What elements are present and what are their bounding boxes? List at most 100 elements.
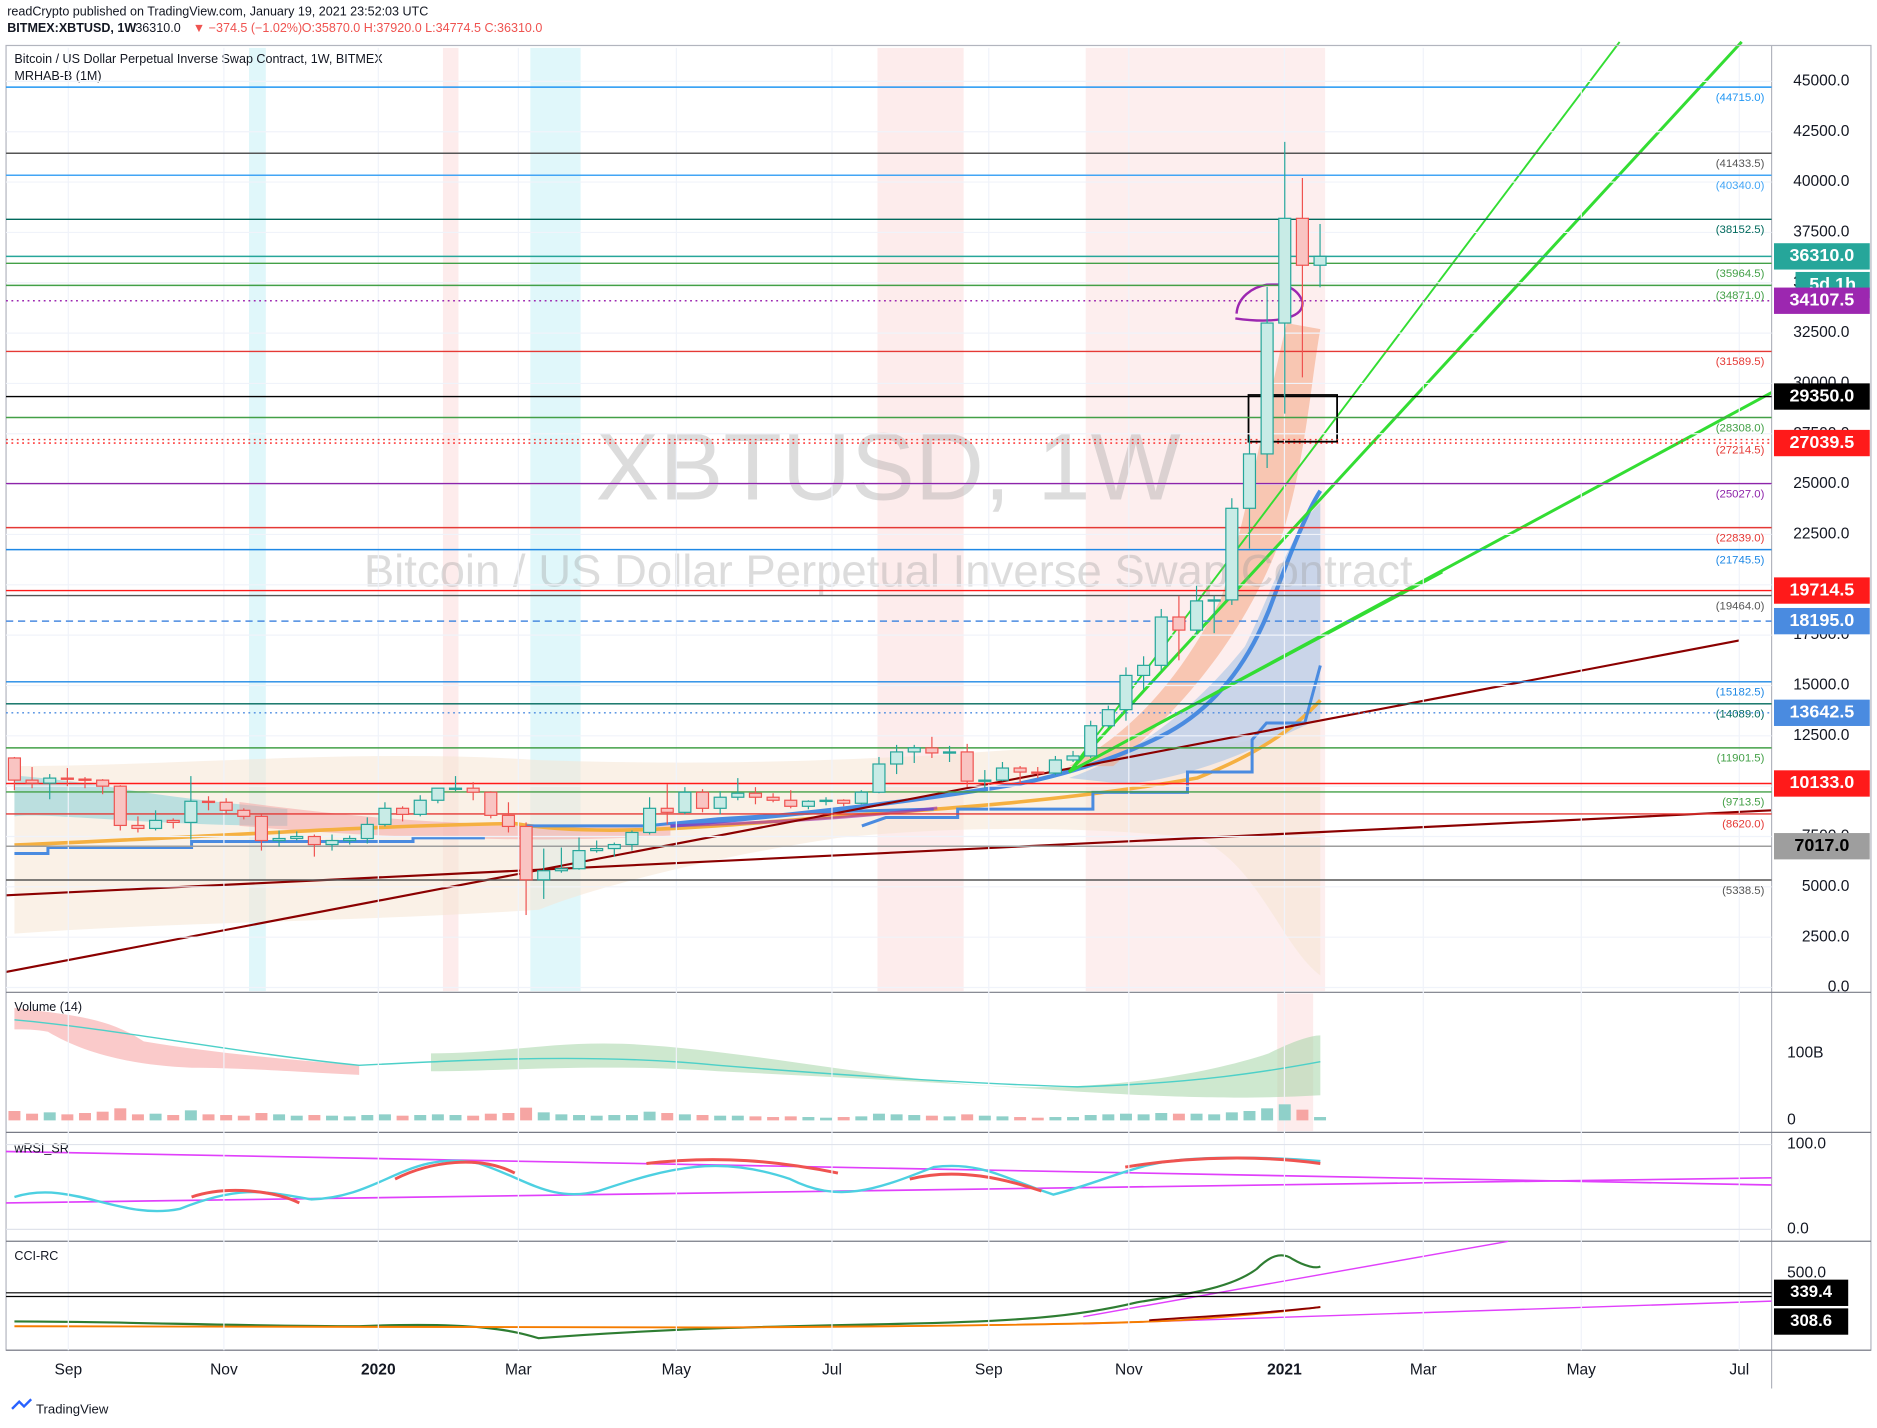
rsi-trend	[6, 1176, 1772, 1204]
price-badge-label: 19714.5	[1789, 579, 1854, 599]
volume-bar	[361, 1115, 374, 1121]
volume-bar	[449, 1115, 462, 1121]
candle-body	[995, 767, 1010, 781]
candle-body	[713, 796, 727, 809]
price-badge	[1773, 607, 1870, 635]
volume-bar	[855, 1116, 868, 1121]
change: ▼ −374.5 (−1.02%)	[193, 21, 302, 35]
candle-body	[1031, 771, 1045, 774]
candle-body	[537, 870, 551, 881]
watermark: XBTUSD, 1W Bitcoin / US Dollar Perpetual…	[364, 413, 1413, 596]
price-badge	[1773, 243, 1870, 270]
volume-bar	[678, 1114, 691, 1121]
watermark-description: Bitcoin / US Dollar Perpetual Inverse Sw…	[364, 546, 1413, 597]
candle-body	[343, 837, 357, 842]
volume-bar	[978, 1115, 991, 1121]
x-tick-label: Sep	[54, 1362, 82, 1379]
level-label: (19464.0)	[1716, 600, 1765, 612]
y-tick-label: 15000.0	[1793, 677, 1850, 694]
candle-body	[78, 778, 92, 781]
candle-body	[554, 868, 568, 872]
level-label: (28308.0)	[1716, 422, 1765, 434]
volume-bar	[1208, 1114, 1221, 1121]
candle-body	[907, 747, 921, 753]
volume-bar	[26, 1113, 39, 1121]
rsi-tick-label: 100.0	[1787, 1136, 1826, 1153]
candle-body	[854, 791, 868, 804]
candle-body	[837, 799, 851, 804]
cci-trend	[1083, 1240, 1509, 1318]
candle-body	[148, 819, 163, 830]
cci-title: CCI-RC	[14, 1249, 58, 1263]
volume-bar	[308, 1115, 321, 1121]
rsi-tick-label: 0.0	[1787, 1221, 1809, 1238]
volume-bar	[784, 1116, 797, 1121]
chart-title: Bitcoin / US Dollar Perpetual Inverse Sw…	[14, 52, 383, 66]
volume-tick-label: 100B	[1787, 1045, 1823, 1062]
candle-body	[25, 779, 39, 784]
candle-body	[872, 763, 886, 793]
candle-body	[96, 779, 110, 787]
volume-bar	[1278, 1104, 1291, 1121]
volume-bar	[467, 1115, 480, 1121]
volume-bar	[79, 1113, 91, 1121]
volume-bar	[326, 1115, 338, 1121]
volume-bar	[643, 1111, 656, 1121]
volume-bar	[237, 1115, 250, 1121]
candle-body	[1295, 217, 1309, 266]
box-drawing	[1247, 394, 1338, 443]
candle-body	[890, 751, 904, 765]
volume-bar	[290, 1115, 303, 1121]
volume-bar	[1155, 1113, 1168, 1121]
volume-bar	[625, 1115, 638, 1121]
level-label: (34871.0)	[1716, 290, 1765, 302]
candle-body	[131, 824, 145, 830]
volume-bar	[1031, 1117, 1044, 1121]
volume-bar	[767, 1117, 780, 1121]
y-tick-label: 45000.0	[1793, 73, 1850, 90]
volume-bar	[1190, 1113, 1203, 1121]
candle-body	[519, 825, 533, 881]
x-tick-label: Mar	[1410, 1362, 1437, 1379]
candle-body	[678, 791, 692, 813]
x-tick-label: 2021	[1267, 1362, 1302, 1379]
footer: TradingView	[36, 1402, 109, 1417]
y-tick-label: 40000.0	[1793, 173, 1850, 190]
volume-cloud	[430, 1035, 1321, 1098]
volume-bar	[961, 1114, 974, 1121]
candle-body	[1225, 507, 1239, 601]
level-label: (11901.5)	[1717, 753, 1765, 765]
candle-body	[219, 801, 233, 811]
volume-bar	[731, 1115, 744, 1121]
price-badge-label: 36310.0	[1789, 245, 1854, 265]
candle-body	[1154, 616, 1168, 666]
volume-bar	[61, 1114, 74, 1121]
volume-bar	[1261, 1108, 1274, 1121]
indicator-name: MRHAB-B (1M)	[14, 69, 101, 83]
cci-tick-label: 500.0	[1787, 1265, 1826, 1282]
trend-line	[1067, 40, 1743, 774]
volume-bar	[431, 1114, 444, 1121]
price-badge	[1773, 383, 1870, 410]
candle-body	[784, 799, 798, 807]
level-label: (31589.5)	[1716, 356, 1765, 368]
volume-bar	[1172, 1113, 1185, 1121]
x-tick-label: Nov	[210, 1362, 238, 1379]
volume-bar	[167, 1115, 180, 1121]
volume-bar	[149, 1113, 162, 1121]
level-label: (44715.0)	[1716, 92, 1765, 104]
trend-line	[5, 639, 1740, 974]
candle-body	[448, 787, 463, 790]
candle-body	[1278, 217, 1292, 324]
volume-bar	[273, 1114, 286, 1121]
band	[442, 47, 459, 992]
volume-bar	[1049, 1117, 1062, 1121]
candle-body	[607, 843, 621, 850]
volume-bar	[837, 1117, 850, 1121]
volume-bar	[714, 1115, 727, 1121]
candle-body	[237, 809, 251, 817]
x-tick-label: 2020	[361, 1362, 396, 1379]
volume-bar	[590, 1115, 603, 1121]
y-tick-label: 2500.0	[1802, 928, 1850, 945]
price-badge-label: 18195.0	[1789, 610, 1854, 630]
